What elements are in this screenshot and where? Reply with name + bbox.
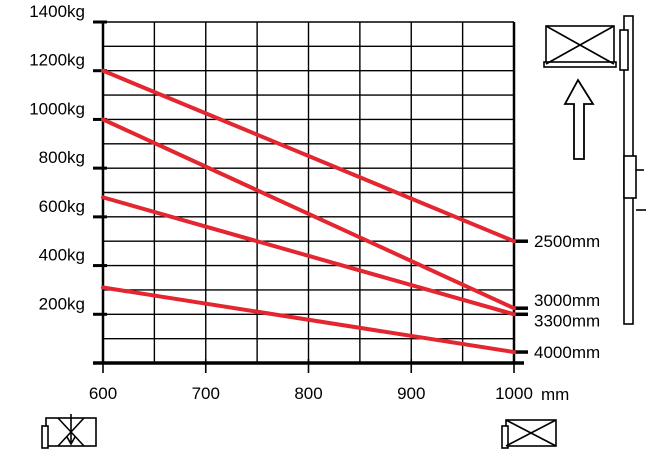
tick-labels: 200kg 400kg 600kg 800kg 1000kg 1200kg 1400kg 60…: [29, 2, 600, 403]
up-arrow-icon: [563, 78, 595, 160]
series-label: 4000mm: [534, 343, 600, 362]
y-tick-label: 800kg: [39, 148, 85, 167]
y-tick-label: 200kg: [39, 294, 85, 313]
pallet-load-icon: [501, 419, 557, 449]
forklift-mast-icon: [619, 15, 646, 325]
x-tick-label: 700: [192, 384, 220, 403]
series-line-4000mm: [101, 285, 516, 355]
series-line-3300mm: [101, 195, 516, 317]
x-axis-unit-label: mm: [541, 385, 569, 404]
y-tick-label: 1200kg: [29, 51, 85, 70]
series-lines: [101, 68, 516, 355]
x-tick-label: 900: [397, 384, 425, 403]
x-tick-label: 800: [294, 384, 322, 403]
x-tick-label: 1000: [495, 384, 533, 403]
pallet-load-icon: [543, 25, 617, 68]
y-tick-label: 1400kg: [29, 2, 85, 21]
series-label: 3000mm: [534, 291, 600, 310]
y-tick-label: 1000kg: [29, 99, 85, 118]
y-tick-label: 400kg: [39, 246, 85, 265]
y-tick-label: 600kg: [39, 197, 85, 216]
series-label: 2500mm: [534, 232, 600, 251]
x-tick-label: 600: [89, 384, 117, 403]
series-line-2500mm: [101, 68, 516, 244]
grid: [103, 22, 514, 363]
load-center-icon: [41, 414, 97, 449]
series-line-3000mm: [101, 117, 516, 311]
series-label: 3300mm: [534, 311, 600, 330]
